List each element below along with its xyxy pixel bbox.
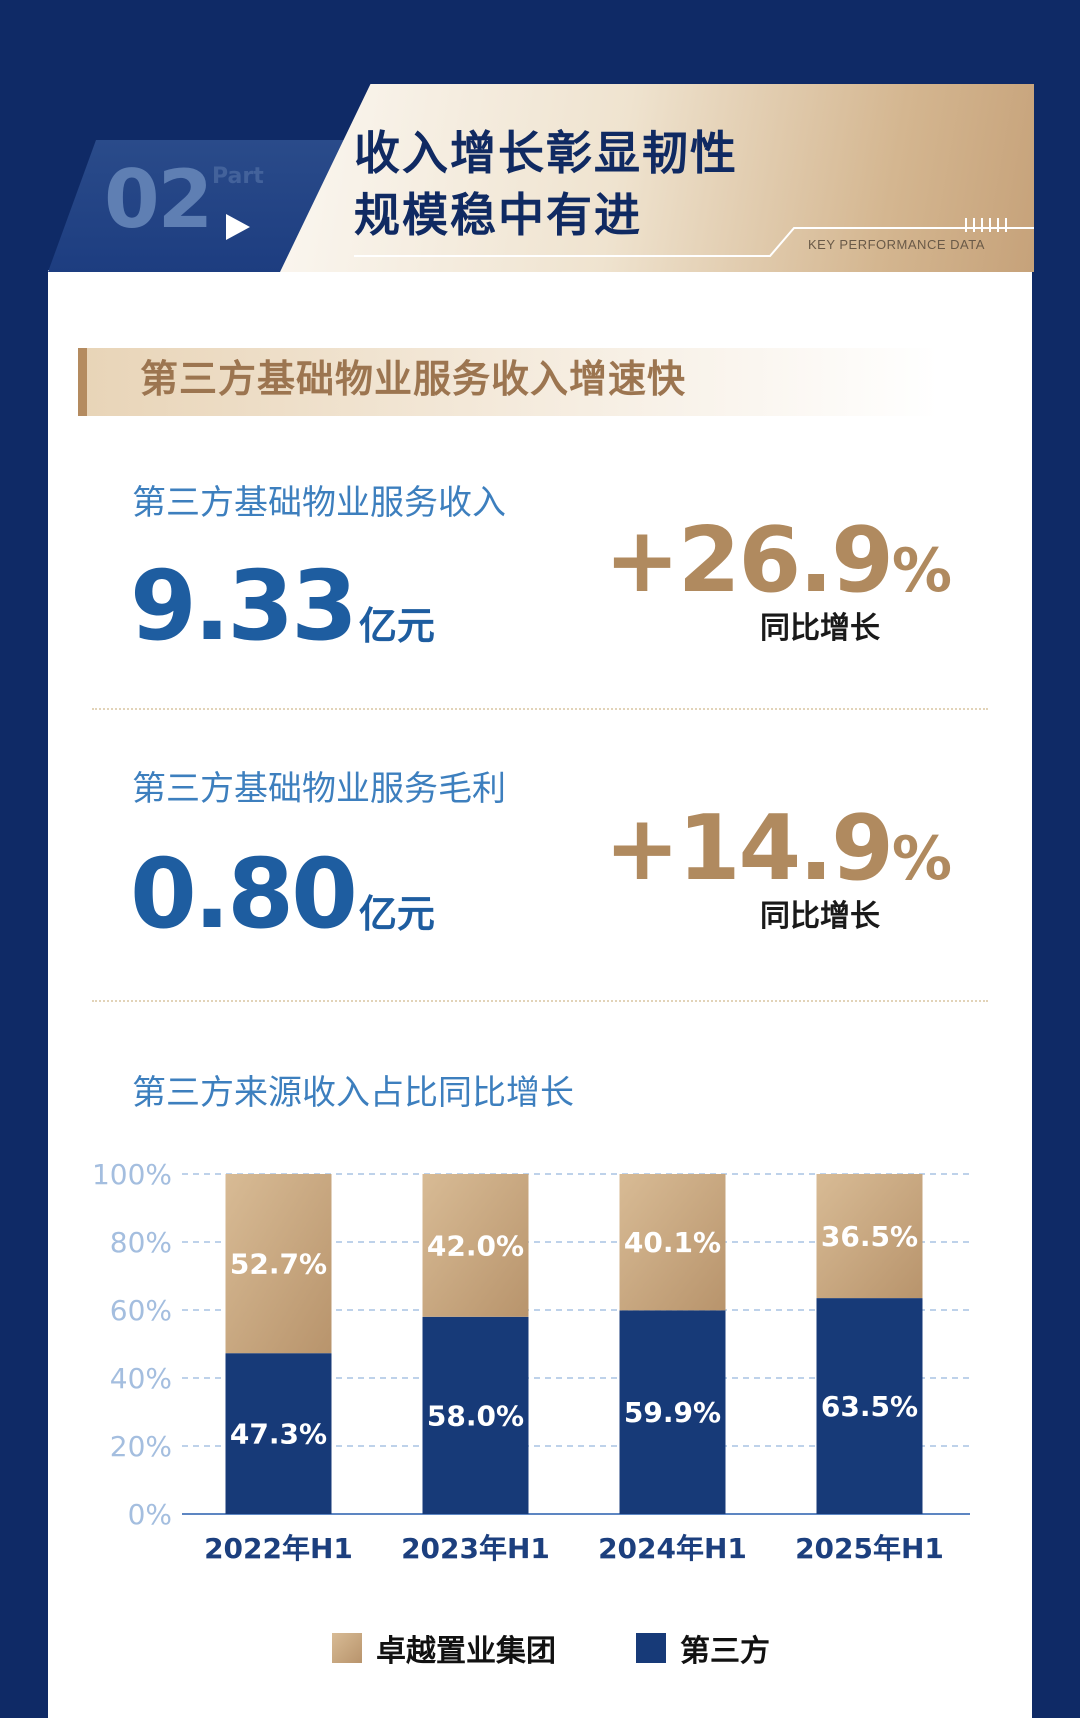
- bar-third-party: [619, 1310, 726, 1514]
- title-banner: [280, 84, 1034, 272]
- metric-revenue-value: 9.33 亿元: [130, 558, 435, 654]
- y-tick-label: 100%: [92, 1158, 172, 1191]
- bar-third-party: [225, 1353, 332, 1514]
- y-tick-label: 80%: [110, 1226, 172, 1259]
- metric-profit-growth-number: +14.9: [604, 796, 893, 901]
- legend-label-zhuoyue: 卓越置业集团: [376, 1634, 556, 1669]
- play-icon: [226, 214, 250, 240]
- data-label-zhuoyue: 36.5%: [821, 1220, 918, 1253]
- section-banner: [78, 348, 938, 416]
- data-label-third-party: 63.5%: [821, 1390, 918, 1423]
- data-label-zhuoyue: 42.0%: [427, 1229, 524, 1262]
- metric-revenue-number: 9.33: [130, 550, 358, 662]
- metric-revenue-unit: 亿元: [358, 604, 435, 648]
- x-tick-label: 2022年H1: [204, 1532, 353, 1565]
- y-tick-label: 20%: [110, 1430, 172, 1463]
- divider: [92, 1000, 988, 1002]
- metric-revenue-label: 第三方基础物业服务收入: [132, 483, 506, 523]
- y-tick-label: 60%: [110, 1294, 172, 1327]
- bar-third-party: [816, 1298, 923, 1514]
- bar-zhuoyue: [422, 1174, 529, 1317]
- part-number: 02: [104, 153, 213, 246]
- data-label-third-party: 59.9%: [624, 1396, 721, 1429]
- legend-label-third-party: 第三方: [680, 1634, 770, 1669]
- legend-swatch-navy: [636, 1633, 666, 1663]
- page-title-line2: 规模稳中有进: [354, 188, 642, 242]
- metric-profit-growth: +14.9%: [604, 804, 952, 894]
- data-label-third-party: 58.0%: [427, 1399, 524, 1432]
- bar-zhuoyue: [225, 1174, 332, 1354]
- metric-revenue-growth-unit: %: [891, 536, 952, 606]
- metric-revenue-growth-label: 同比增长: [760, 611, 880, 646]
- data-label-zhuoyue: 52.7%: [230, 1248, 327, 1281]
- bar-zhuoyue: [816, 1174, 923, 1299]
- bar-zhuoyue: [619, 1174, 726, 1311]
- x-tick-label: 2025年H1: [795, 1532, 944, 1565]
- chart-title: 第三方来源收入占比同比增长: [132, 1073, 574, 1113]
- page-title: 收入增长彰显韧性 规模稳中有进: [354, 122, 738, 246]
- metric-profit-value: 0.80 亿元: [130, 846, 435, 942]
- part-label: Part: [212, 164, 264, 189]
- metric-profit-label: 第三方基础物业服务毛利: [132, 769, 506, 809]
- data-label-third-party: 47.3%: [230, 1418, 327, 1451]
- header-tag: KEY PERFORMANCE DATA: [808, 237, 985, 252]
- decorative-line: [354, 218, 1034, 257]
- data-label-zhuoyue: 40.1%: [624, 1226, 721, 1259]
- bar-third-party: [422, 1316, 529, 1514]
- metric-profit-growth-label: 同比增长: [760, 899, 880, 934]
- section-title: 第三方基础物业服务收入增速快: [140, 357, 687, 401]
- metric-profit-growth-unit: %: [891, 824, 952, 894]
- divider: [92, 708, 988, 710]
- y-tick-label: 40%: [110, 1362, 172, 1395]
- legend-swatch-gold: [332, 1633, 362, 1663]
- legend-item-third-party: 第三方: [636, 1626, 770, 1670]
- x-tick-label: 2024年H1: [598, 1532, 747, 1565]
- stacked-bar-chart: 0% 20% 40% 60% 80% 100% 47.3% 52.7% 2022年H1 58.0…: [92, 1158, 970, 1565]
- y-tick-label: 0%: [128, 1498, 172, 1531]
- metric-revenue-growth: +26.9%: [604, 516, 952, 606]
- legend-item-zhuoyue: 卓越置业集团: [332, 1626, 556, 1670]
- page-title-line1: 收入增长彰显韧性: [354, 126, 738, 180]
- section-banner-accent: [78, 348, 87, 416]
- metric-profit-number: 0.80: [130, 838, 358, 950]
- metric-profit-unit: 亿元: [358, 892, 435, 936]
- x-tick-label: 2023年H1: [401, 1532, 550, 1565]
- metric-revenue-growth-number: +26.9: [604, 508, 893, 613]
